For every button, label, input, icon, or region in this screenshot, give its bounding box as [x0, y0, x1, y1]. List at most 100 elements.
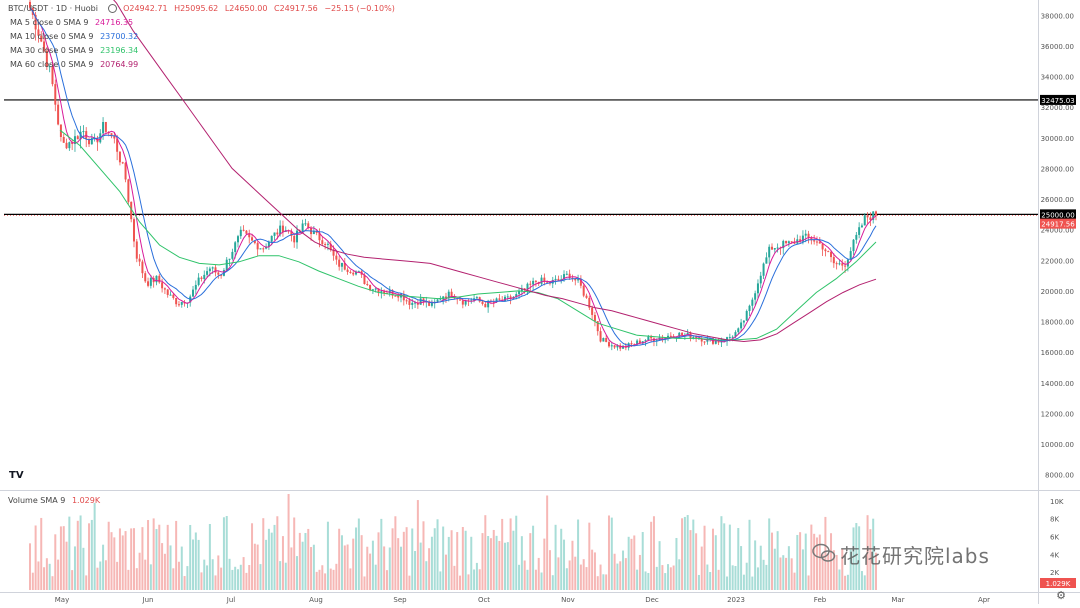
volume-bar [236, 569, 239, 590]
volume-bar [737, 528, 740, 590]
candle-body [841, 263, 844, 266]
candle-body [161, 282, 164, 289]
candle-body [366, 284, 369, 286]
volume-bar [475, 562, 478, 590]
volume-bar [473, 569, 476, 590]
candle-body [276, 232, 279, 235]
volume-bar [669, 567, 672, 590]
last-price-label: 24917.56 [1041, 221, 1075, 229]
volume-bar [495, 535, 498, 590]
candle-body [290, 231, 293, 236]
candle-body [849, 251, 852, 260]
volume-bar [703, 525, 706, 590]
volume-bar [810, 524, 813, 590]
symbol-label[interactable]: BTC/USDT · 1D · Huobi [8, 4, 98, 13]
candle-body [414, 302, 417, 304]
candle-body [45, 50, 48, 67]
candle-body [65, 142, 68, 149]
volume-bar [489, 538, 492, 590]
volume-bar [464, 530, 467, 590]
volume-bar [121, 535, 124, 590]
candle-body [827, 251, 830, 253]
volume-bar [799, 532, 802, 590]
volume-bar [416, 500, 419, 590]
volume-bar [405, 527, 408, 590]
volume-bar [433, 528, 436, 590]
candle-body [51, 66, 54, 85]
candle-body [563, 274, 566, 280]
gear-icon[interactable]: ⚙ [1056, 589, 1066, 602]
volume-bar [723, 523, 726, 590]
candle-body [844, 265, 847, 267]
volume-bar [450, 530, 453, 590]
candle-body [194, 284, 197, 290]
volume-bar [858, 526, 861, 590]
volume-bar [692, 519, 695, 590]
volume-bar [869, 529, 872, 590]
volume-bar [695, 533, 698, 590]
volume-bar [740, 546, 743, 590]
candle-body [177, 304, 180, 306]
y-tick-label: 8000.00 [1045, 472, 1074, 480]
y-tick-label: 20000.00 [1041, 288, 1074, 296]
legend-ma5[interactable]: MA 5 close 0 SMA 9 24716.35 [10, 18, 133, 27]
candle-body [242, 229, 245, 231]
volume-legend-value: 1.029K [71, 496, 101, 505]
volume-bar [248, 564, 251, 590]
volume-bar [284, 562, 287, 590]
volume-legend[interactable]: Volume SMA 9 1.029K [8, 496, 100, 505]
volume-bar [613, 553, 616, 590]
volume-bar [793, 572, 796, 590]
candle-body [858, 227, 861, 235]
candle-body [540, 277, 543, 284]
volume-bar [821, 554, 824, 590]
volume-bar [43, 567, 46, 590]
volume-bar [430, 536, 433, 590]
volume-bar [484, 515, 487, 590]
candle-body [591, 307, 594, 315]
volume-bar [771, 532, 774, 590]
volume-bar [76, 520, 79, 590]
candle-body [428, 301, 431, 306]
volume-bar [135, 568, 138, 590]
eye-icon[interactable] [107, 4, 117, 13]
y-tick-label: 30000.00 [1041, 135, 1074, 143]
volume-bar [436, 519, 439, 590]
candle-body [717, 341, 720, 343]
candle-body [40, 35, 43, 42]
y-tick-label: 36000.00 [1041, 43, 1074, 51]
volume-bar [605, 574, 608, 590]
volume-bar [652, 516, 655, 590]
candle-body [636, 340, 639, 345]
volume-bar [192, 539, 195, 590]
y-tick-label: 16000.00 [1041, 349, 1074, 357]
candle-body [815, 241, 818, 243]
volume-bar [335, 563, 338, 590]
candle-body [346, 269, 349, 272]
legend-ma30-value: 23196.34 [100, 46, 139, 55]
volume-bar [290, 547, 293, 590]
candle-body [492, 301, 495, 303]
volume-bar [860, 571, 863, 590]
candle-body [225, 259, 228, 271]
volume-bar [804, 533, 807, 590]
candle-body [520, 288, 523, 292]
volume-bar [709, 572, 712, 590]
candle-body [773, 248, 776, 250]
volume-bar [214, 575, 217, 590]
volume-bar [824, 516, 827, 590]
volume-bar [844, 575, 847, 590]
volume-bar [596, 576, 599, 590]
volume-bar [273, 524, 276, 590]
candle-body [110, 133, 113, 136]
volume-bar [557, 557, 560, 590]
volume-bar [661, 565, 664, 590]
legend-ma60[interactable]: MA 60 close 0 SMA 9 20764.99 [10, 60, 138, 69]
legend-ma30[interactable]: MA 30 close 0 SMA 9 23196.34 [10, 46, 138, 55]
legend-ma10[interactable]: MA 10 close 0 SMA 9 23700.32 [10, 32, 138, 41]
volume-bar [400, 546, 403, 590]
volume-bar [279, 561, 282, 590]
candle-body [43, 41, 46, 51]
volume-bar [197, 539, 200, 590]
